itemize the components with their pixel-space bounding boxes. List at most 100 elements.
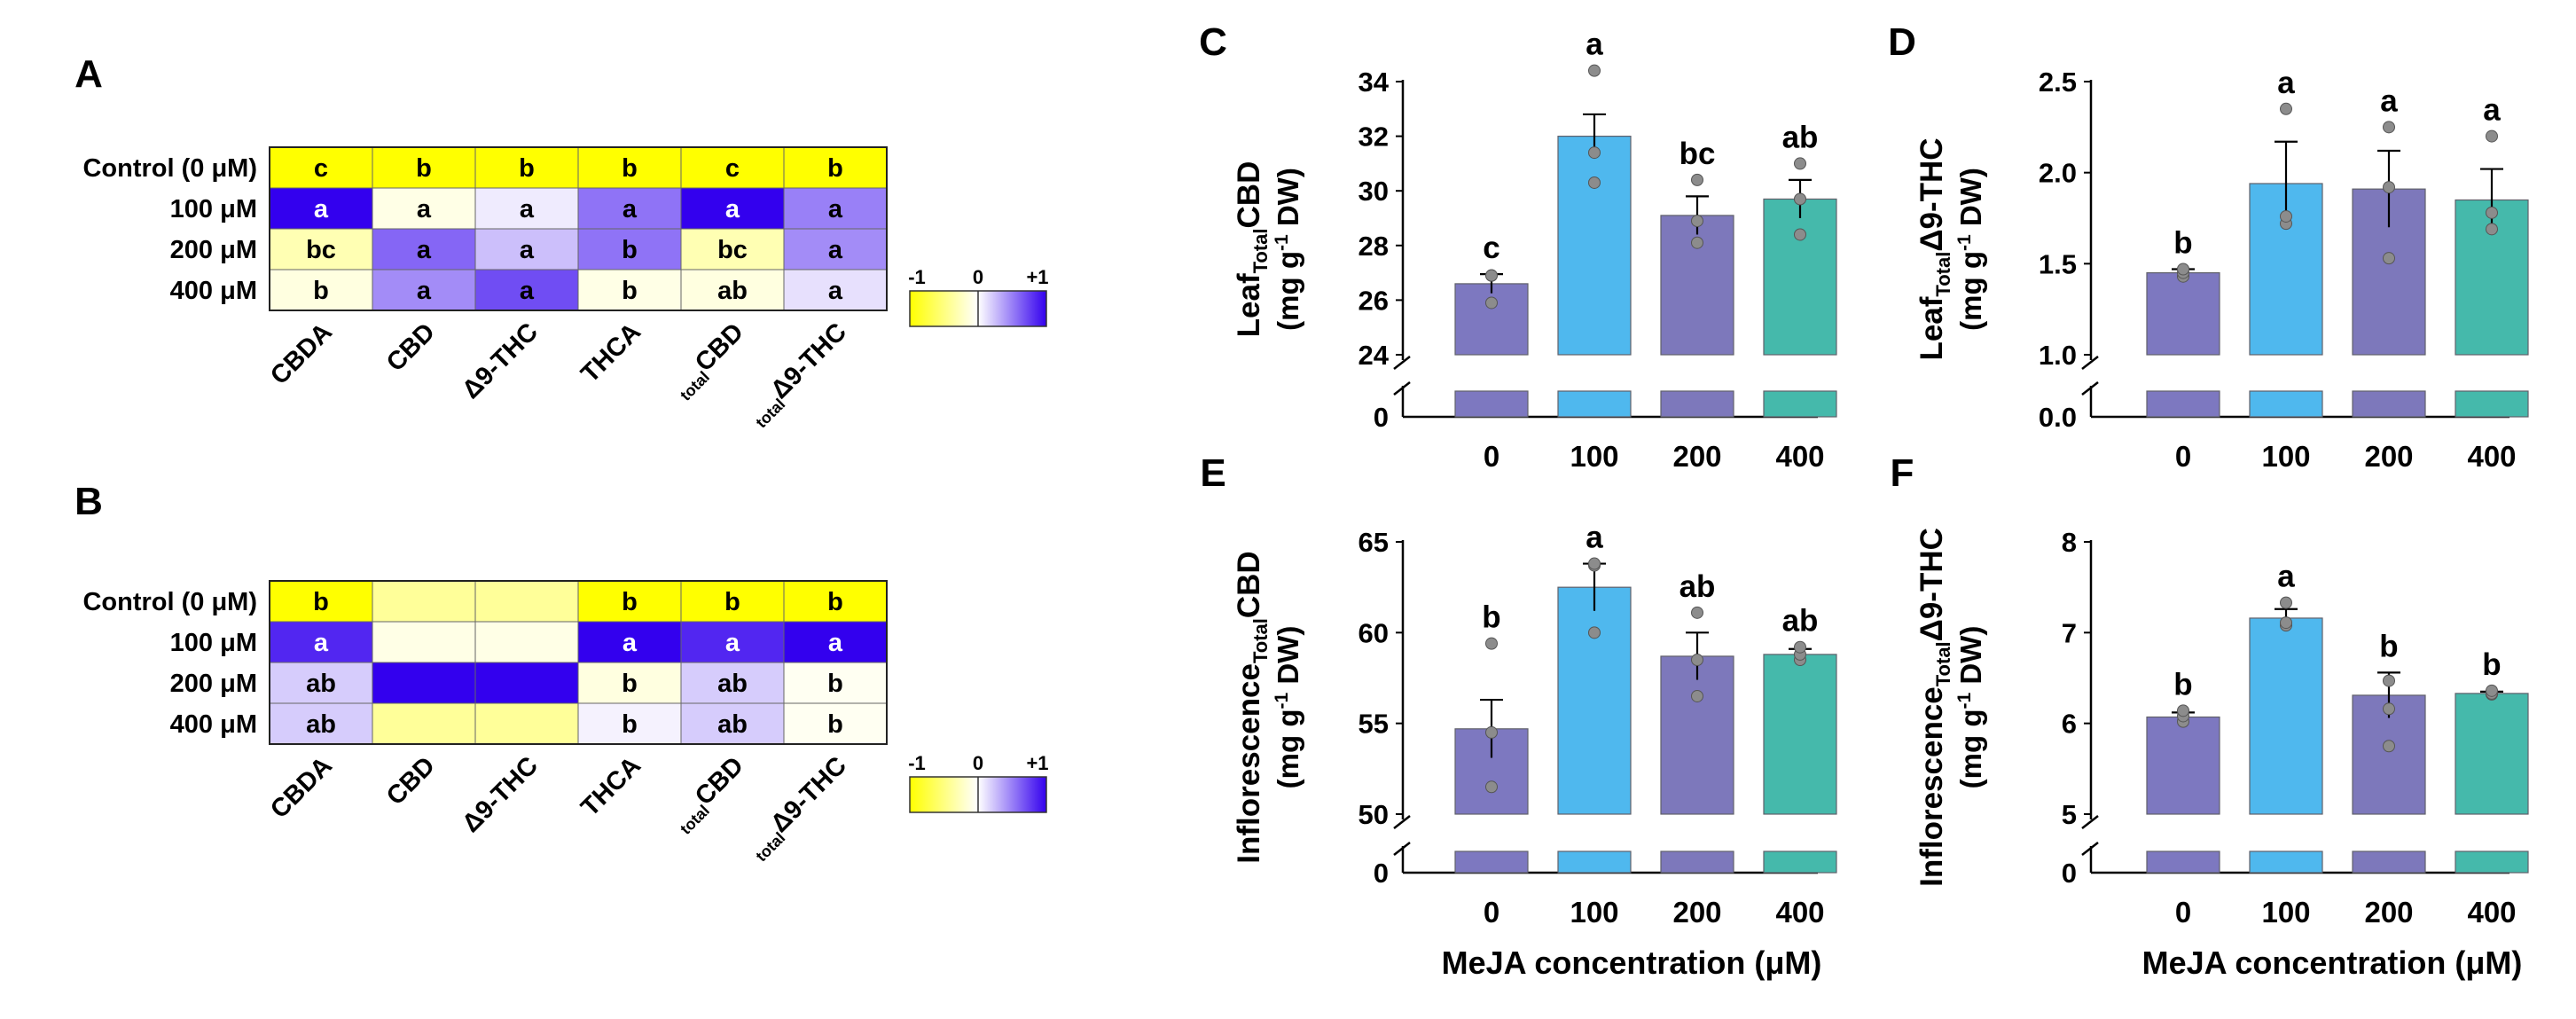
- heatmap-cell: [372, 702, 476, 745]
- data-point: [1691, 215, 1703, 228]
- ylabel-main: CBD: [1232, 161, 1266, 229]
- column-label-text: totalΔ9-THC: [741, 751, 855, 865]
- axis-break-mark: [2081, 815, 2099, 829]
- axis-break-mark: [2081, 381, 2099, 396]
- data-point: [1691, 236, 1703, 249]
- data-point: [2177, 263, 2189, 276]
- x-tick-label: 200: [1672, 440, 1721, 473]
- data-point: [1485, 637, 1498, 650]
- heatmap-row-label: 200 μM: [170, 236, 257, 264]
- heatmap-cell: [474, 580, 579, 623]
- column-label-text: totalCBD: [666, 317, 752, 404]
- heatmap-cell: [269, 146, 373, 189]
- heatmap-cell: [680, 662, 785, 704]
- significance-letter: a: [520, 195, 535, 223]
- significance-letter: ab: [717, 710, 748, 739]
- heatmap-cell: [474, 269, 579, 311]
- y-tick-label: 1.5: [2039, 248, 2077, 279]
- significance-letter: b: [827, 588, 843, 616]
- y-tick-label: 50: [1358, 799, 1389, 830]
- data-point: [2383, 674, 2395, 687]
- significance-letter: a: [828, 277, 843, 305]
- column-label-text: totalCBD: [666, 751, 752, 837]
- significance-letter: b: [416, 154, 432, 183]
- axis-break-mark: [1393, 842, 1411, 856]
- x-tick-label: 400: [1775, 896, 1824, 929]
- data-point: [1588, 64, 1601, 77]
- bar: [2352, 188, 2426, 356]
- significance-letter: b: [622, 670, 638, 698]
- axis-break-mark: [1393, 815, 1411, 829]
- significance-letter: a: [2277, 66, 2295, 100]
- data-point: [2383, 181, 2395, 194]
- heatmap-row-label: 400 μM: [170, 277, 257, 305]
- data-point: [2280, 616, 2292, 630]
- significance-letter: b: [519, 154, 535, 183]
- bar: [1763, 198, 1837, 356]
- y-axis-label: LeafTotalΔ9-THC(mg g-1 DW): [1914, 137, 1987, 360]
- heatmap-cell: [577, 580, 682, 623]
- data-point: [1588, 557, 1601, 570]
- bar-lower-segment: [1557, 850, 1632, 874]
- heatmap-column-label: CBD: [381, 317, 441, 377]
- heatmap-cell: [269, 269, 373, 311]
- ylabel-superscript: -1: [1272, 234, 1292, 251]
- heatmap-row-label: 400 μM: [170, 710, 257, 739]
- heatmap-column-label: totalCBD: [666, 317, 752, 404]
- y-tick-label: 24: [1358, 340, 1390, 371]
- x-tick-label: 400: [2467, 896, 2516, 929]
- ylabel-superscript: -1: [1954, 234, 1975, 251]
- bar-lower-segment: [2455, 390, 2529, 418]
- ylabel-prefix: Leaf: [1232, 273, 1266, 337]
- heatmap-cell: [372, 269, 476, 311]
- y-tick-label: 1.0: [2039, 340, 2077, 371]
- x-axis-label: MeJA concentration (μM): [1442, 945, 1822, 981]
- significance-letter: a: [725, 195, 740, 223]
- y-tick-label: 30: [1358, 176, 1389, 207]
- y-tick-label: 26: [1358, 285, 1389, 316]
- significance-letter: b: [622, 154, 638, 183]
- bar-lower-segment: [2455, 850, 2529, 874]
- data-point: [1691, 606, 1703, 619]
- significance-letter: a: [2380, 83, 2398, 118]
- heatmap-cell: [783, 146, 888, 189]
- x-tick-label: 200: [2364, 440, 2413, 473]
- y-axis-label-line2: (mg g-1 DW): [1954, 168, 1987, 331]
- data-point: [1794, 228, 1806, 241]
- panel-letter: D: [1888, 20, 1916, 64]
- heatmap-cell: [372, 662, 476, 704]
- bar: [2455, 693, 2529, 815]
- data-point: [1485, 296, 1498, 310]
- heatmap-cell: [577, 146, 682, 189]
- scale-mid-label: 0: [973, 266, 983, 288]
- y-tick-label: 34: [1358, 67, 1390, 98]
- significance-letter: a: [1586, 521, 1603, 555]
- heatmap-cell: [372, 187, 476, 230]
- y-axis-label-line1: LeafTotalΔ9-THC: [1914, 137, 1954, 360]
- data-point: [1588, 626, 1601, 639]
- data-point: [2383, 740, 2395, 753]
- heatmap-cell: [269, 662, 373, 704]
- significance-letter: a: [520, 277, 535, 305]
- data-point: [2383, 252, 2395, 265]
- column-label-main: CBD: [690, 751, 749, 811]
- bar-lower-segment: [1454, 390, 1529, 418]
- scale-mid-label: 0: [973, 752, 983, 774]
- ylabel-subscript: Total: [1249, 228, 1272, 273]
- axis-break-mark: [2081, 356, 2099, 370]
- bar-lower-segment: [2249, 850, 2323, 874]
- y-axis-label-line1: InflorescenceTotalΔ9-THC: [1914, 528, 1954, 887]
- x-tick-label: 100: [2261, 440, 2310, 473]
- significance-letter: b: [622, 236, 638, 264]
- significance-letter: ab: [717, 277, 748, 305]
- heatmap-cell: [577, 269, 682, 311]
- column-label-main: Δ9-THC: [765, 317, 852, 404]
- scale-max-label: +1: [1026, 266, 1048, 288]
- heatmap-cell: [577, 228, 682, 270]
- heatmap-cell: [269, 621, 373, 663]
- heatmap-row-label: 200 μM: [170, 670, 257, 698]
- bar: [2146, 716, 2220, 815]
- ylabel-main: Δ9-THC: [1914, 528, 1949, 641]
- ylabel-superscript: -1: [1272, 693, 1292, 709]
